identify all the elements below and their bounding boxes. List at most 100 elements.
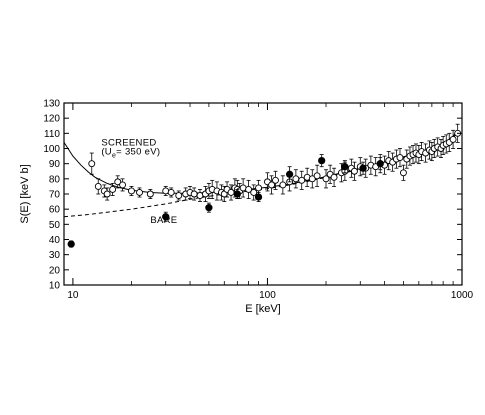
filled-marker: [254, 193, 263, 201]
open-marker: [298, 176, 306, 184]
filled-marker: [162, 213, 170, 221]
annotation-subscript: e: [112, 153, 116, 160]
screened-data-point: [422, 143, 430, 163]
screened-data-point: [146, 189, 154, 199]
y-tick-label: 110: [44, 129, 60, 140]
open-marker: [255, 184, 262, 192]
screened-data-point: [308, 169, 316, 189]
screened-data-point: [128, 186, 135, 196]
x-tick-label: 100: [259, 290, 276, 301]
bare-data-point: [162, 211, 170, 222]
filled-marker: [318, 156, 326, 165]
screened-data-point: [103, 187, 111, 201]
annotations: SCREENED(Ue= 350 eV) BARE: [101, 137, 177, 225]
screened-data-point: [109, 182, 117, 196]
open-marker: [103, 190, 111, 198]
x-tick-label: 10: [67, 290, 79, 301]
screened-data-point: [279, 175, 287, 195]
y-tick-label: 80: [49, 174, 61, 185]
screened-data-point: [250, 184, 258, 201]
y-axis-title: S(E) [keV b]: [19, 164, 31, 223]
open-marker: [175, 192, 183, 199]
screened-data-point: [303, 167, 311, 187]
screened-data-point: [445, 132, 453, 152]
open-marker: [313, 172, 321, 180]
screened-data-point: [322, 169, 330, 189]
annotation-0: SCREENED: [101, 137, 156, 148]
screened-data-point: [396, 148, 404, 168]
screened-data-point: [292, 169, 300, 189]
filled-marker: [359, 164, 367, 172]
screened-data-point: [245, 179, 253, 199]
screened-data-point: [119, 178, 127, 192]
open-marker: [279, 181, 287, 189]
screened-data-point: [227, 184, 235, 201]
y-tick-label: 120: [43, 114, 60, 125]
y-tick-label: 60: [49, 205, 61, 216]
open-marker: [109, 185, 117, 193]
data-points: [67, 123, 462, 248]
y-tick-label: 70: [49, 190, 61, 201]
bare-data-point: [359, 161, 367, 175]
screened-data-point: [88, 152, 96, 175]
y-tick-label: 40: [49, 235, 61, 246]
y-tick-label: 30: [49, 250, 61, 261]
open-marker: [119, 181, 127, 189]
bare-data-point: [341, 160, 349, 174]
open-marker: [250, 189, 258, 196]
open-marker: [245, 185, 253, 193]
screened-data-point: [196, 189, 204, 202]
open-marker: [114, 178, 122, 186]
open-marker: [308, 175, 316, 183]
filled-marker: [341, 163, 349, 171]
open-marker: [350, 167, 358, 175]
open-marker: [128, 187, 135, 195]
y-tick-label: 20: [49, 265, 61, 276]
screened-data-point: [437, 138, 445, 159]
axes: 10 20 30 40 50 60 70 80 90 100 110 120 130 10 100 1000: [43, 99, 473, 302]
annotation-2: BARE: [150, 215, 177, 226]
filled-marker: [205, 203, 213, 212]
bare-data-point: [67, 240, 75, 248]
filled-marker: [67, 240, 75, 248]
open-marker: [449, 135, 457, 143]
open-marker: [88, 160, 96, 168]
screened-data-point: [268, 175, 276, 195]
screened-data-point: [175, 190, 183, 201]
open-marker: [190, 190, 198, 198]
screened-data-point: [449, 129, 457, 149]
open-marker: [268, 181, 276, 189]
open-marker: [94, 182, 102, 190]
annotation-tail: = 350 eV): [116, 147, 160, 158]
screened-data-point: [264, 172, 271, 192]
screened-data-point: [190, 187, 198, 201]
x-tick-label: 1000: [451, 290, 474, 301]
filled-marker: [285, 170, 294, 178]
screened-data-point: [239, 178, 247, 198]
screened-data-point: [167, 187, 175, 198]
plot-frame: [63, 102, 463, 286]
open-marker: [146, 190, 154, 198]
open-marker: [399, 169, 407, 177]
filled-marker: [233, 190, 241, 198]
open-marker: [167, 189, 175, 196]
screened-data-point: [350, 161, 358, 181]
y-tick-label: 100: [43, 144, 60, 155]
y-tick-label: 130: [43, 99, 60, 110]
annotation-text: (U: [101, 147, 112, 158]
screened-data-point: [162, 186, 170, 196]
y-tick-label: 90: [49, 159, 61, 170]
screened-data-point: [372, 157, 380, 177]
screened-data-point: [313, 164, 321, 187]
y-tick-label: 50: [49, 220, 61, 231]
screened-data-point: [114, 175, 122, 189]
open-marker: [136, 189, 143, 196]
bare-data-point: [376, 157, 384, 171]
screened-data-point: [399, 164, 407, 181]
bare-data-point: [318, 154, 326, 168]
bare-data-point: [233, 189, 241, 199]
bare-data-point: [254, 192, 263, 202]
y-tick-label: 10: [49, 281, 61, 292]
x-axis-title: E [keV]: [245, 303, 280, 315]
